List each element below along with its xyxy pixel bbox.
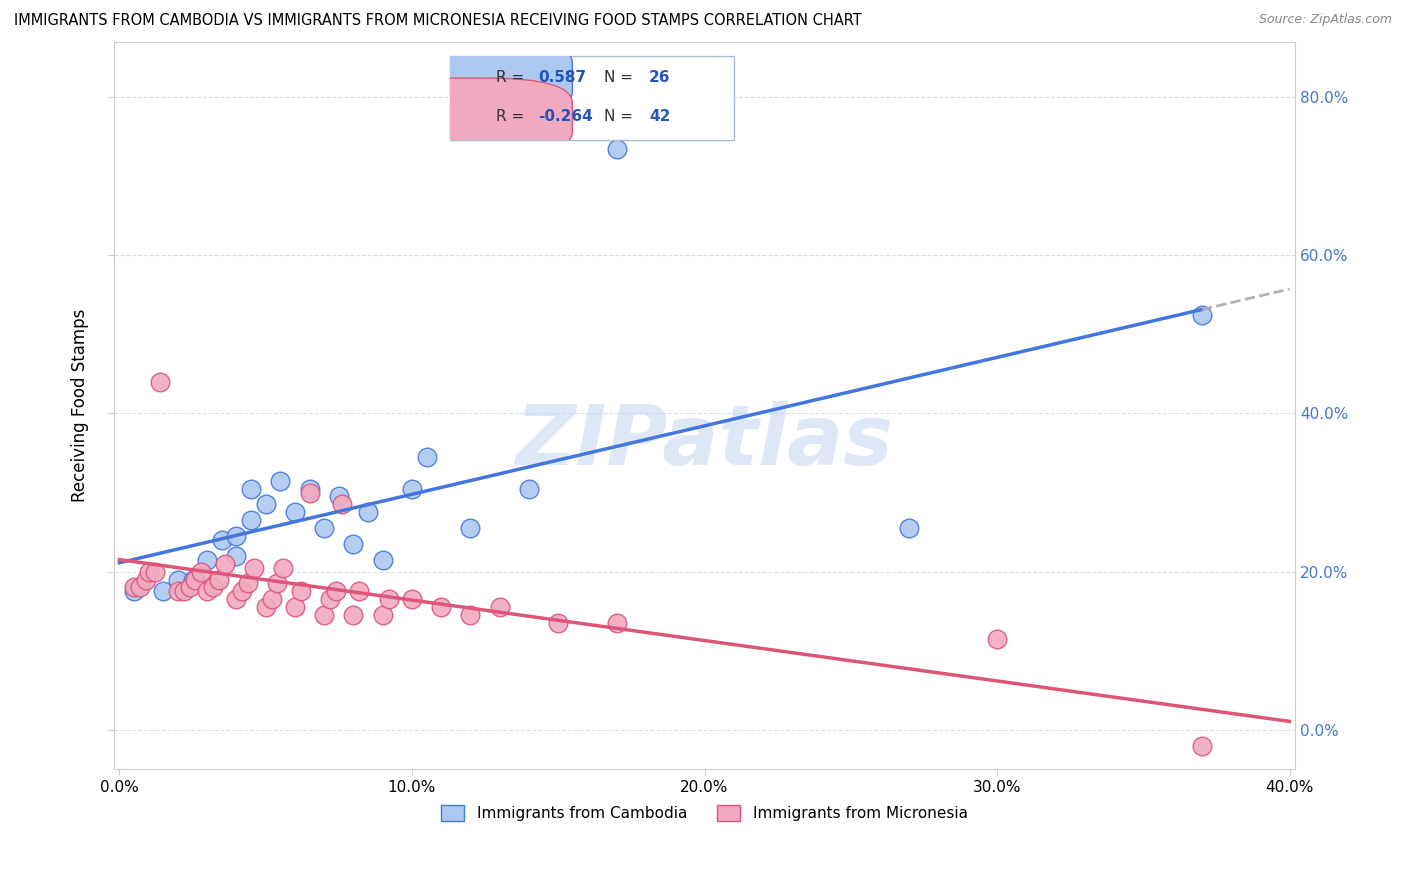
Point <box>167 584 190 599</box>
Point <box>430 600 453 615</box>
Point <box>181 573 204 587</box>
Y-axis label: Receiving Food Stamps: Receiving Food Stamps <box>72 309 89 502</box>
Point <box>135 573 157 587</box>
Point <box>143 565 166 579</box>
Point <box>1191 308 1213 322</box>
Point <box>214 557 236 571</box>
Point <box>415 450 437 464</box>
Text: Source: ZipAtlas.com: Source: ZipAtlas.com <box>1258 13 1392 27</box>
Point <box>184 573 207 587</box>
Point <box>195 584 218 599</box>
Point <box>122 581 145 595</box>
Point <box>460 608 482 623</box>
Point <box>138 565 160 579</box>
Point <box>202 581 225 595</box>
Point <box>298 485 321 500</box>
Point <box>606 142 628 156</box>
Point <box>314 608 336 623</box>
Point <box>342 608 364 623</box>
Point <box>284 600 307 615</box>
Point <box>606 615 628 630</box>
Point <box>371 553 394 567</box>
Point <box>1191 739 1213 753</box>
Point <box>328 490 350 504</box>
Point <box>225 549 247 563</box>
Point <box>266 576 288 591</box>
Point <box>377 592 399 607</box>
Point <box>290 584 312 599</box>
Point <box>401 482 423 496</box>
Point <box>254 497 277 511</box>
Point <box>211 533 233 547</box>
Point <box>401 592 423 607</box>
Point <box>314 521 336 535</box>
Point <box>547 615 569 630</box>
Point <box>349 584 371 599</box>
Point <box>269 474 291 488</box>
Text: IMMIGRANTS FROM CAMBODIA VS IMMIGRANTS FROM MICRONESIA RECEIVING FOOD STAMPS COR: IMMIGRANTS FROM CAMBODIA VS IMMIGRANTS F… <box>14 13 862 29</box>
Point <box>357 505 380 519</box>
Point <box>271 560 294 574</box>
Point <box>173 584 195 599</box>
Point <box>152 584 174 599</box>
Text: ZIPatlas: ZIPatlas <box>516 401 893 483</box>
Point <box>149 375 172 389</box>
Point <box>254 600 277 615</box>
Point <box>179 581 201 595</box>
Point <box>240 513 263 527</box>
Point <box>190 565 212 579</box>
Point <box>260 592 283 607</box>
Point <box>898 521 921 535</box>
Point <box>240 482 263 496</box>
Point <box>243 560 266 574</box>
Point <box>371 608 394 623</box>
Point <box>122 584 145 599</box>
Point <box>208 573 231 587</box>
Point <box>342 537 364 551</box>
Point <box>236 576 259 591</box>
Point <box>284 505 307 519</box>
Point <box>517 482 540 496</box>
Point <box>319 592 342 607</box>
Point <box>986 632 1008 646</box>
Point <box>330 497 353 511</box>
Legend: Immigrants from Cambodia, Immigrants from Micronesia: Immigrants from Cambodia, Immigrants fro… <box>436 799 974 827</box>
Point <box>195 553 218 567</box>
Point <box>231 584 253 599</box>
Point <box>225 592 247 607</box>
Point <box>325 584 347 599</box>
Point <box>225 529 247 543</box>
Point <box>128 581 150 595</box>
Point <box>488 600 510 615</box>
Point <box>167 573 190 587</box>
Point <box>460 521 482 535</box>
Point <box>298 482 321 496</box>
